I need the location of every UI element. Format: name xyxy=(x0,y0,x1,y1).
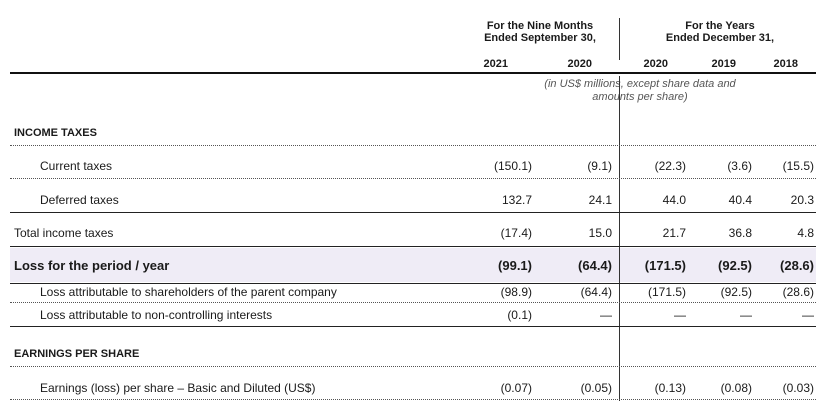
nine-months-header-line2: Ended September 30, xyxy=(484,32,596,44)
cell-loss-parent-2020: (171.5) xyxy=(647,285,686,299)
cell-current-taxes-2020: (22.3) xyxy=(654,159,686,173)
col-header-2019: 2019 xyxy=(711,58,736,70)
rule-loss-parent xyxy=(10,302,816,303)
cell-deferred-taxes-2020: 44.0 xyxy=(662,193,686,207)
cell-loss-period-2020-nine: (64.4) xyxy=(578,258,612,273)
row-label-loss-period: Loss for the period / year xyxy=(14,258,170,273)
cell-current-taxes-2018: (15.5) xyxy=(782,159,814,173)
section-earnings-per-share: EARNINGS PER SHARE xyxy=(14,348,140,360)
cell-loss-nci-2020-nine: — xyxy=(600,308,612,322)
rule-loss-period xyxy=(10,283,816,284)
row-label-loss-parent: Loss attributable to shareholders of the… xyxy=(40,285,337,299)
cell-eps-2021: (0.07) xyxy=(500,381,532,395)
group-divider xyxy=(619,76,620,401)
cell-loss-nci-2020: — xyxy=(674,308,686,322)
col-header-2018: 2018 xyxy=(773,58,798,70)
highlight-row-loss xyxy=(10,248,816,282)
units-note-line1: (in US$ millions, except share data and xyxy=(544,78,736,90)
col-header-2020-nine: 2020 xyxy=(567,58,592,70)
cell-loss-period-2020: (171.5) xyxy=(644,258,686,273)
row-label-eps: Earnings (loss) per share – Basic and Di… xyxy=(40,381,316,395)
cell-loss-parent-2019: (92.5) xyxy=(720,285,752,299)
rule-income-taxes xyxy=(10,145,816,146)
cell-deferred-taxes-2019: 40.4 xyxy=(728,193,752,207)
cell-eps-2018: (0.03) xyxy=(782,381,814,395)
header-rule xyxy=(10,72,816,74)
cell-loss-parent-2020-nine: (64.4) xyxy=(580,285,612,299)
cell-loss-nci-2021: (0.1) xyxy=(507,308,532,322)
rule-eps xyxy=(10,399,816,400)
cell-loss-period-2018: (28.6) xyxy=(780,258,814,273)
cell-loss-nci-2018: — xyxy=(802,308,814,322)
cell-eps-2020: (0.13) xyxy=(654,381,686,395)
rule-eps-section xyxy=(10,366,816,367)
row-label-total-income-taxes: Total income taxes xyxy=(14,226,114,240)
col-header-2021: 2021 xyxy=(483,58,508,70)
cell-loss-nci-2019: — xyxy=(740,308,752,322)
cell-loss-parent-2018: (28.6) xyxy=(782,285,814,299)
cell-deferred-taxes-2020-nine: 24.1 xyxy=(588,193,612,207)
cell-loss-period-2021: (99.1) xyxy=(498,258,532,273)
cell-eps-2020-nine: (0.05) xyxy=(580,381,612,395)
row-label-deferred-taxes: Deferred taxes xyxy=(40,193,119,207)
row-label-current-taxes: Current taxes xyxy=(40,159,113,173)
cell-total-income-taxes-2018: 4.8 xyxy=(797,226,814,240)
cell-deferred-taxes-2021: 132.7 xyxy=(501,193,532,207)
rule-loss-nci xyxy=(10,326,816,327)
section-income-taxes: INCOME TAXES xyxy=(14,127,97,139)
cell-total-income-taxes-2021: (17.4) xyxy=(500,226,532,240)
rule-total-income-taxes xyxy=(10,246,816,247)
cell-current-taxes-2019: (3.6) xyxy=(727,159,752,173)
rule-current-taxes xyxy=(10,178,816,179)
years-header-line2: Ended December 31, xyxy=(665,32,775,44)
row-label-loss-nci: Loss attributable to non-controlling int… xyxy=(40,308,273,322)
years-header-line1: For the Years xyxy=(685,20,755,32)
units-note-line2: amounts per share) xyxy=(592,91,688,103)
col-header-2020: 2020 xyxy=(643,58,668,70)
cell-total-income-taxes-2020-nine: 15.0 xyxy=(588,226,612,240)
cell-total-income-taxes-2020: 21.7 xyxy=(662,226,686,240)
nine-months-header-line1: For the Nine Months xyxy=(486,20,594,32)
cell-total-income-taxes-2019: 36.8 xyxy=(728,226,752,240)
cell-current-taxes-2021: (150.1) xyxy=(493,159,532,173)
years-header: For the Years Ended December 31, xyxy=(625,20,815,44)
cell-eps-2019: (0.08) xyxy=(720,381,752,395)
cell-loss-period-2019: (92.5) xyxy=(718,258,752,273)
group-divider-top xyxy=(619,18,620,60)
nine-months-header: For the Nine Months Ended September 30, xyxy=(455,20,625,44)
cell-loss-parent-2021: (98.9) xyxy=(500,285,532,299)
rule-deferred-taxes xyxy=(10,212,816,213)
cell-deferred-taxes-2018: 20.3 xyxy=(790,193,814,207)
units-note: (in US$ millions, except share data and … xyxy=(480,78,800,104)
cell-current-taxes-2020-nine: (9.1) xyxy=(587,159,612,173)
